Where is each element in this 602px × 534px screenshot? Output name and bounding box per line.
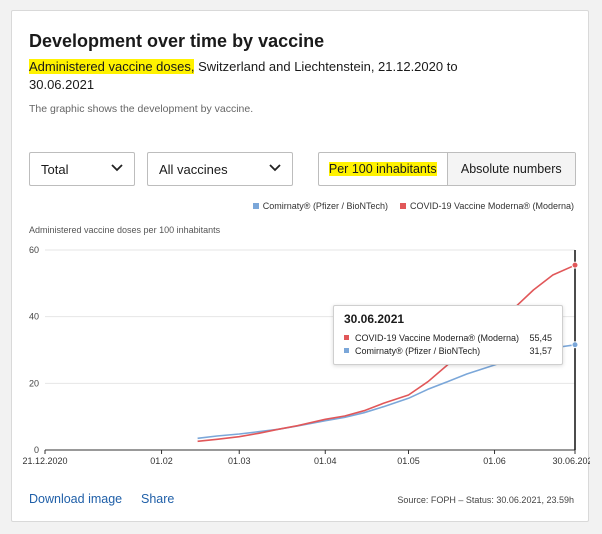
subtitle-rest: Switzerland and Liechtenstein, 21.12.202… bbox=[29, 59, 458, 92]
chevron-down-icon bbox=[269, 163, 281, 175]
tooltip-value-comirnaty: 31,57 bbox=[529, 345, 552, 356]
y-axis-label: Administered vaccine doses per 100 inhab… bbox=[29, 225, 221, 235]
vaccine-select-value: All vaccines bbox=[159, 161, 228, 177]
toggle-absolute-label: Absolute numbers bbox=[460, 162, 562, 176]
toggle-per-100-label: Per 100 inhabitants bbox=[328, 162, 437, 176]
region-select-value: Total bbox=[41, 161, 69, 177]
legend-label-comirnaty: Comirnaty® (Pfizer / BioNTech) bbox=[262, 201, 388, 211]
y-tick-label: 60 bbox=[29, 245, 39, 255]
x-tick-label: 21.12.2020 bbox=[22, 456, 67, 466]
tooltip-label-comirnaty: Comirnaty® (Pfizer / BioNTech) bbox=[355, 345, 481, 356]
chart-legend: Comirnaty® (Pfizer / BioNTech) COVID-19 … bbox=[252, 201, 574, 211]
toggle-per-100[interactable]: Per 100 inhabitants bbox=[319, 153, 448, 185]
region-select[interactable]: Total bbox=[29, 152, 135, 186]
tooltip-date: 30.06.2021 bbox=[344, 312, 405, 326]
series-endpoint-comirnaty bbox=[571, 341, 579, 349]
legend-item-moderna[interactable]: COVID-19 Vaccine Moderna® (Moderna) bbox=[399, 201, 574, 211]
subtitle-highlight: Administered vaccine doses, bbox=[29, 59, 195, 74]
legend-swatch-comirnaty bbox=[252, 203, 259, 209]
legend-item-comirnaty[interactable]: Comirnaty® (Pfizer / BioNTech) bbox=[252, 201, 388, 211]
chart-tooltip: 30.06.2021 COVID-19 Vaccine Moderna® (Mo… bbox=[333, 305, 563, 365]
x-tick-label: 01.04 bbox=[314, 456, 337, 466]
tooltip-value-moderna: 55,45 bbox=[529, 332, 552, 343]
chart-card: Development over time by vaccine Adminis… bbox=[11, 10, 590, 523]
x-tick-label: 01.06 bbox=[483, 456, 506, 466]
tooltip-swatch-moderna bbox=[344, 335, 349, 340]
card-description: The graphic shows the development by vac… bbox=[29, 103, 254, 115]
tooltip-row-moderna: COVID-19 Vaccine Moderna® (Moderna) 55,4… bbox=[344, 331, 552, 344]
series-endpoint-moderna bbox=[571, 261, 579, 269]
download-image-link[interactable]: Download image bbox=[29, 492, 123, 506]
x-tick-label: 01.05 bbox=[397, 456, 420, 466]
chevron-down-icon bbox=[111, 163, 123, 175]
legend-swatch-moderna bbox=[399, 203, 406, 209]
card-subtitle: Administered vaccine doses, Switzerland … bbox=[29, 58, 459, 94]
toggle-absolute[interactable]: Absolute numbers bbox=[447, 153, 575, 185]
y-tick-label: 40 bbox=[29, 312, 39, 322]
vaccine-select[interactable]: All vaccines bbox=[147, 152, 293, 186]
x-tick-label: 01.02 bbox=[150, 456, 173, 466]
tooltip-swatch-comirnaty bbox=[344, 348, 349, 353]
source-note: Source: FOPH – Status: 30.06.2021, 23.59… bbox=[397, 495, 574, 505]
line-chart[interactable]: 0 20 40 60 21.12.2020 01.02 01.03 01.04 01.05 01.… bbox=[12, 11, 590, 523]
share-link[interactable]: Share bbox=[141, 492, 175, 506]
tooltip-row-comirnaty: Comirnaty® (Pfizer / BioNTech) 31,57 bbox=[344, 344, 552, 357]
y-tick-label: 0 bbox=[34, 445, 39, 455]
y-tick-label: 20 bbox=[29, 378, 39, 388]
legend-label-moderna: COVID-19 Vaccine Moderna® (Moderna) bbox=[409, 201, 574, 211]
tooltip-label-moderna: COVID-19 Vaccine Moderna® (Moderna) bbox=[355, 332, 520, 343]
x-tick-label: 30.06.2021 bbox=[552, 456, 590, 466]
x-tick-label: 01.03 bbox=[228, 456, 251, 466]
unit-toggle: Per 100 inhabitants Absolute numbers bbox=[318, 152, 576, 186]
card-title: Development over time by vaccine bbox=[29, 31, 325, 51]
